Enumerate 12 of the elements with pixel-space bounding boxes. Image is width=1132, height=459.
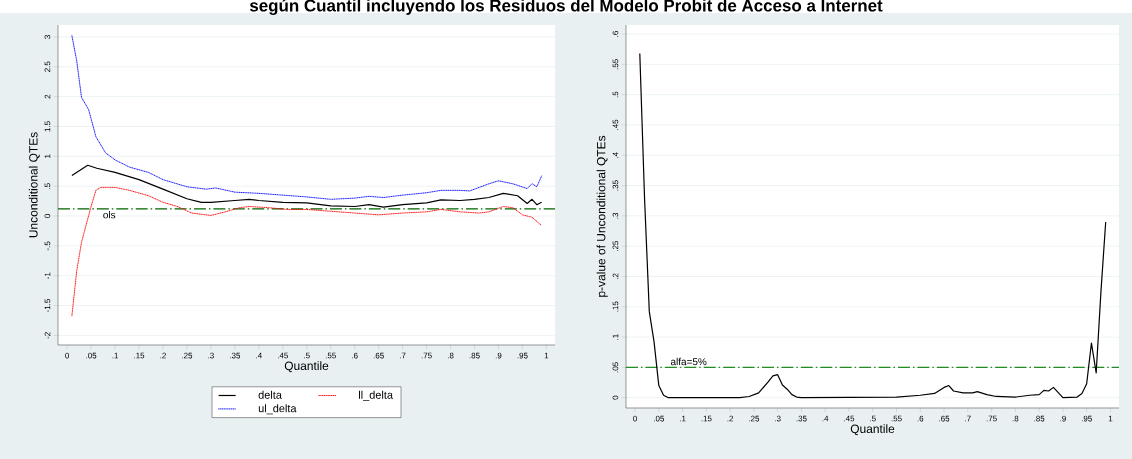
legend-label: delta — [258, 390, 282, 399]
legend-label: ll_delta — [359, 390, 393, 401]
line-series — [71, 35, 543, 200]
ref-line-label: ols — [103, 211, 116, 219]
legend-label: ul_delta — [258, 404, 297, 415]
x-axis-title: Quantile — [284, 361, 329, 373]
line-series — [639, 52, 1107, 399]
y-axis-title: Unconditional QTEs — [28, 132, 40, 238]
y-axis-title: p-value of Unconditional QTEs — [596, 135, 608, 297]
line-series — [71, 164, 543, 208]
x-axis-title: Quantile — [850, 424, 895, 436]
ref-line-label: alfa=5% — [670, 357, 707, 366]
